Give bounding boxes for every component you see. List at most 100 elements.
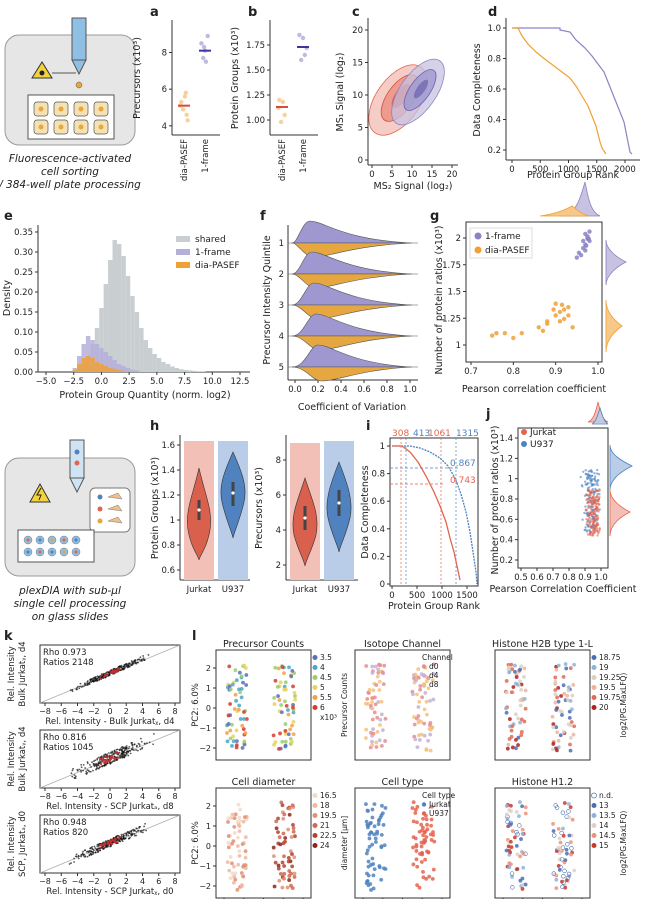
panel-l-point: [288, 727, 293, 732]
panel-j-ytick-label: 0.2: [499, 556, 513, 566]
panel-b-points: [276, 32, 309, 125]
panel-l-ylabel: PC2: 6.0%: [191, 821, 201, 865]
panel-k-point: [128, 745, 131, 748]
panel-l-point: [556, 685, 561, 690]
panel-k-ylabel-2: Bulk Jurkatᵧ, d4: [18, 726, 28, 791]
panel-k-point: [136, 659, 139, 661]
panel-k-point: [74, 775, 77, 778]
panel-k-point: [135, 749, 137, 751]
panel-k-point: [133, 834, 136, 837]
panel-g-point-diapasef: [519, 330, 524, 336]
panel-l-title: Histone H2B type 1-L: [492, 639, 594, 650]
panel-k-point: [86, 850, 89, 853]
panel-l-point: [228, 855, 233, 859]
panel-f-ylabel: Precursor Intensity Quintile: [262, 235, 273, 364]
panel-d-xtick-label: 2000: [614, 165, 636, 175]
panel-h-1-ytick-label: 1.4: [161, 466, 175, 476]
panel-j-point-jurkat: [592, 509, 596, 512]
panel-l-point: [240, 723, 245, 728]
panel-k-xtick-label: −4: [72, 707, 84, 716]
panel-l-point: [238, 717, 243, 721]
panel-k-point: [119, 754, 122, 757]
panel-g-xtick-label: 0.9: [549, 367, 563, 377]
panel-c-xtick-label: 5: [389, 170, 394, 180]
panel-l-point: [428, 723, 432, 727]
panel-b-point: [299, 57, 304, 63]
panel-l-point: [564, 666, 569, 671]
panel-k-xlabel: Rel. Intensity - SCP Jurkatᵪ, d0: [46, 887, 173, 897]
panel-l-point: [244, 717, 249, 721]
panel-e-xlabel: Protein Group Quantity (norm. log2): [59, 390, 230, 401]
panel-l-point: [506, 742, 511, 747]
panel-k-point-highlight: [115, 670, 118, 673]
panel-l-point: [428, 748, 433, 753]
hist-bar-1frame: [99, 348, 104, 372]
panel-d-ytick-label: 0.2: [487, 146, 501, 156]
panel-a-ytick-label: 8: [162, 49, 167, 59]
panel-l-point: [271, 845, 276, 850]
panel-l-point: [504, 848, 509, 853]
panel-k-point: [139, 656, 142, 659]
panel-e-ytick-label: 0.10: [14, 328, 33, 338]
panel-letter-h: h: [150, 419, 159, 434]
panel-k-point: [127, 665, 130, 668]
panel-k-point: [92, 679, 95, 681]
hist-bar-1frame: [121, 366, 126, 372]
panel-j-point-u937: [597, 473, 601, 476]
panel-l-point: [504, 710, 509, 715]
panel-l-point: [225, 860, 230, 865]
panel-l-point: [373, 664, 378, 669]
panel-k-point-highlight: [111, 838, 114, 841]
panel-l-point: [516, 716, 520, 721]
panel-k-point: [74, 855, 77, 858]
panel-l-point: [238, 807, 243, 812]
panel-k-point: [94, 851, 97, 854]
panel-l-legend-swatch: [421, 811, 427, 816]
panel-l-frame: [215, 649, 312, 761]
panel-k-point: [105, 846, 108, 849]
panel-l-point: [411, 845, 415, 850]
panel-k-point: [91, 761, 93, 764]
panel-l-point: [566, 688, 571, 693]
panel-a-point: [182, 94, 188, 99]
panel-l-point: [276, 816, 280, 821]
panel-k-point-highlight: [99, 846, 102, 849]
panel-k-xtick-label: −8: [39, 707, 51, 716]
panel-l-point: [226, 713, 231, 718]
panel-l-point: [367, 844, 372, 849]
panel-a-xticks: dia-PASEF 1-frame: [180, 139, 211, 181]
panel-l-legend-label: 4: [320, 663, 325, 672]
panel-l-point: [415, 692, 419, 697]
panel-l-point: [379, 712, 384, 717]
panel-l-point: [556, 827, 561, 831]
panel-l-point: [508, 839, 513, 844]
panel-g-point-1frame: [583, 248, 588, 253]
panel-f-ridge-1frame: [291, 251, 411, 275]
panel-l-title: Precursor Counts: [223, 639, 304, 650]
panel-l-point: [429, 838, 434, 842]
panel-g-point-diapasef: [553, 301, 558, 306]
panel-g-point-diapasef: [511, 335, 516, 341]
panel-l-ytick-label: 0: [206, 842, 211, 851]
panel-l-point: [427, 874, 432, 879]
panel-k-point: [94, 847, 97, 850]
panel-k-point-highlight: [114, 837, 117, 841]
panel-l-point: [518, 703, 523, 708]
panel-l-point: [365, 697, 370, 701]
hist-bar-diapasef: [72, 370, 78, 372]
panel-g-point-diapasef: [540, 328, 546, 334]
panel-l-point: [371, 731, 376, 736]
panel-k-point: [97, 762, 100, 765]
panel-b-point: [280, 99, 286, 105]
panel-i-top-label-4: 1315: [456, 429, 479, 439]
panel-l-point: [287, 874, 292, 878]
panel-f-row-label: 1: [279, 239, 284, 249]
panel-l-point: [514, 675, 519, 679]
panel-c-density-contours: [368, 58, 445, 136]
panel-l-point: [568, 735, 573, 740]
panel-k-point: [131, 829, 133, 832]
